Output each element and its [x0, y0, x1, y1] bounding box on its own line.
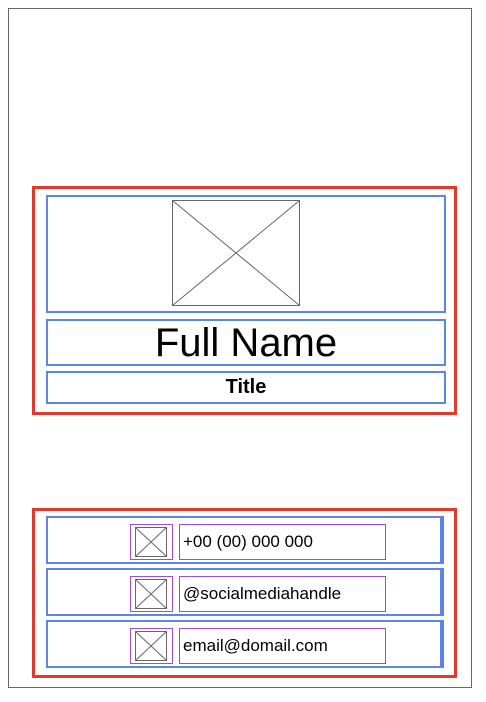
image-placeholder-icon	[135, 579, 167, 609]
contact-row-email	[46, 620, 444, 668]
title-section: Title	[46, 371, 446, 404]
full-name: Full Name	[154, 320, 338, 365]
email-field: email@domail.com	[179, 628, 386, 664]
full-name-section: Full Name	[46, 319, 446, 366]
image-placeholder-icon	[135, 631, 167, 661]
phone-field: +00 (00) 000 000	[179, 524, 386, 560]
job-title: Title	[225, 376, 267, 398]
email-icon-frame	[130, 628, 173, 664]
phone-icon-frame	[130, 524, 173, 560]
contact-row-social	[46, 568, 444, 616]
image-placeholder-icon	[172, 200, 300, 306]
social-text: @socialmediahandle	[183, 584, 342, 603]
contact-row-phone	[46, 516, 444, 564]
social-field: @socialmediahandle	[179, 576, 386, 612]
image-placeholder-icon	[135, 527, 167, 557]
profile-photo-section	[46, 195, 446, 313]
phone-text: +00 (00) 000 000	[183, 532, 313, 551]
social-icon-frame	[130, 576, 173, 612]
email-text: email@domail.com	[183, 636, 328, 655]
profile-group	[32, 186, 457, 415]
contacts-group	[32, 508, 457, 678]
page-frame	[8, 8, 472, 688]
